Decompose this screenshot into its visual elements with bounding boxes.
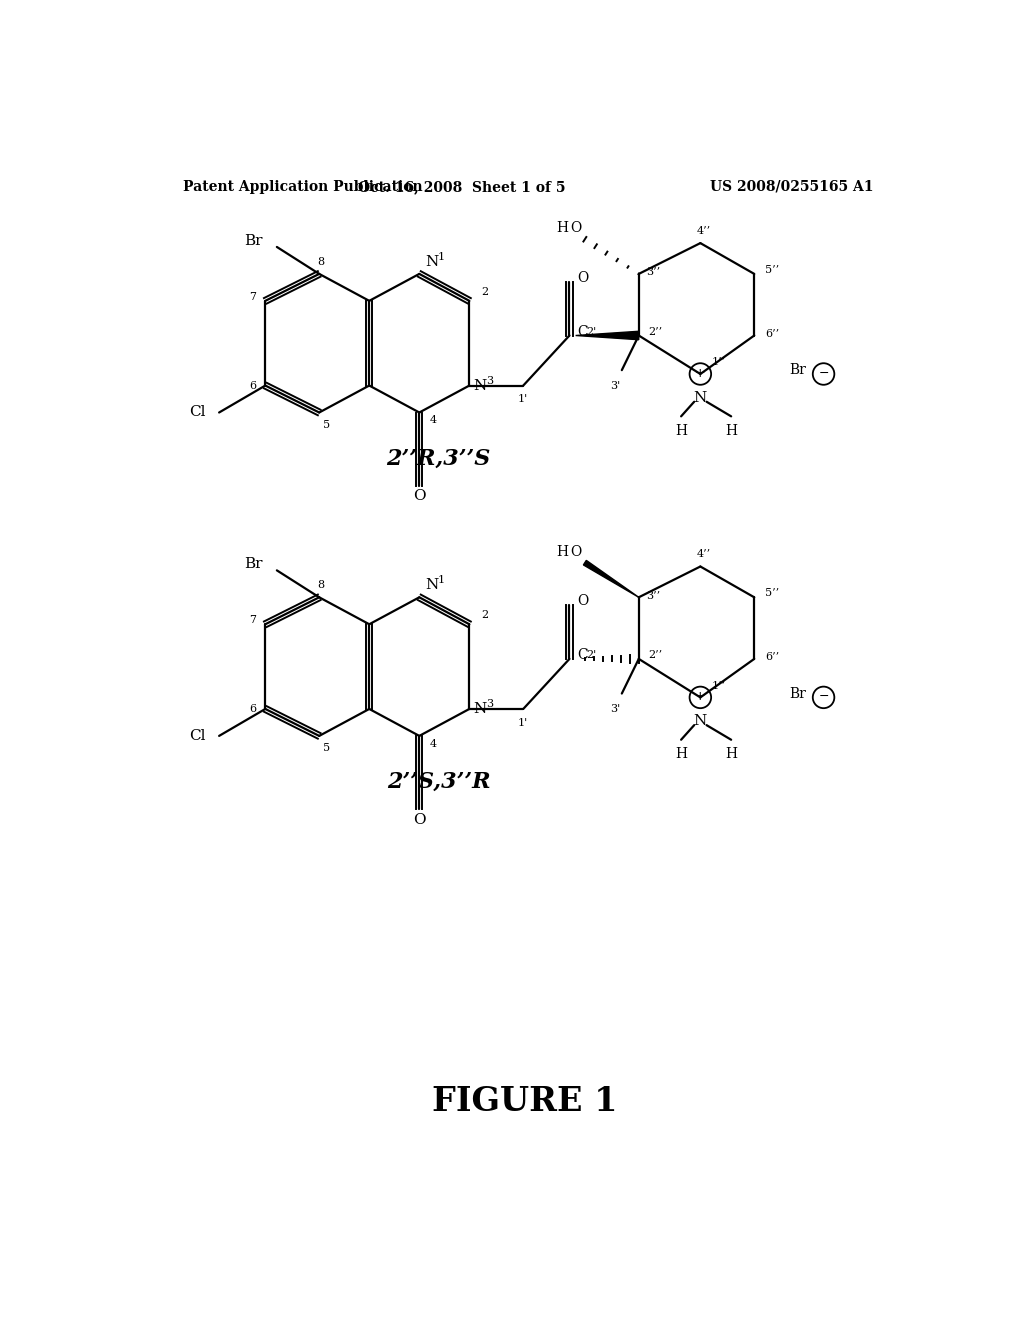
Text: +: + bbox=[695, 690, 706, 704]
Text: 3’’: 3’’ bbox=[646, 591, 660, 601]
Text: 3': 3' bbox=[610, 380, 621, 391]
Text: 6: 6 bbox=[249, 704, 256, 714]
Text: N: N bbox=[693, 391, 707, 405]
Text: N: N bbox=[473, 702, 486, 715]
Text: 1: 1 bbox=[438, 576, 444, 585]
Text: 1’’: 1’’ bbox=[712, 358, 726, 367]
Text: 5’’: 5’’ bbox=[765, 589, 779, 598]
Text: US 2008/0255165 A1: US 2008/0255165 A1 bbox=[710, 180, 873, 194]
Text: H: H bbox=[725, 747, 737, 762]
Text: 5’’: 5’’ bbox=[765, 265, 779, 275]
Text: 6: 6 bbox=[249, 380, 256, 391]
Text: 2’’S,3’’R: 2’’S,3’’R bbox=[387, 771, 490, 793]
Text: Cl: Cl bbox=[188, 729, 205, 743]
Text: O: O bbox=[569, 545, 581, 558]
Polygon shape bbox=[584, 561, 639, 598]
Text: 2': 2' bbox=[587, 649, 597, 660]
Text: H: H bbox=[556, 545, 568, 558]
Text: 4’’: 4’’ bbox=[697, 549, 712, 560]
Text: 1’’: 1’’ bbox=[712, 681, 726, 690]
Text: 8: 8 bbox=[317, 256, 325, 267]
Text: −: − bbox=[818, 367, 828, 380]
Text: 3: 3 bbox=[486, 700, 494, 709]
Text: 8: 8 bbox=[317, 579, 325, 590]
Text: Br: Br bbox=[245, 234, 263, 248]
Text: N: N bbox=[425, 578, 438, 591]
Text: Br: Br bbox=[245, 557, 263, 572]
Text: O: O bbox=[413, 813, 426, 826]
Text: 2’’: 2’’ bbox=[648, 326, 663, 337]
Text: 7: 7 bbox=[249, 615, 256, 626]
Text: 3: 3 bbox=[486, 376, 494, 385]
Text: O: O bbox=[578, 594, 589, 609]
Text: Br: Br bbox=[790, 363, 807, 378]
Text: 7: 7 bbox=[249, 292, 256, 302]
Text: C: C bbox=[578, 648, 588, 663]
Text: 3’’: 3’’ bbox=[646, 268, 660, 277]
Text: 4: 4 bbox=[430, 739, 437, 748]
Text: 6’’: 6’’ bbox=[765, 329, 779, 339]
Text: Cl: Cl bbox=[188, 405, 205, 420]
Text: Br: Br bbox=[790, 686, 807, 701]
Polygon shape bbox=[575, 331, 639, 339]
Text: 4: 4 bbox=[430, 416, 437, 425]
Text: N: N bbox=[693, 714, 707, 729]
Text: 2’’: 2’’ bbox=[648, 649, 663, 660]
Text: 1: 1 bbox=[438, 252, 444, 261]
Text: 3': 3' bbox=[610, 704, 621, 714]
Text: H: H bbox=[675, 747, 687, 762]
Text: 4’’: 4’’ bbox=[697, 226, 712, 236]
Text: N: N bbox=[425, 255, 438, 268]
Text: O: O bbox=[569, 222, 581, 235]
Text: 2': 2' bbox=[587, 326, 597, 337]
Text: 2: 2 bbox=[481, 610, 488, 620]
Text: 5: 5 bbox=[323, 743, 330, 754]
Text: Oct. 16, 2008  Sheet 1 of 5: Oct. 16, 2008 Sheet 1 of 5 bbox=[358, 180, 565, 194]
Text: H: H bbox=[675, 424, 687, 438]
Text: 5: 5 bbox=[323, 420, 330, 430]
Text: +: + bbox=[695, 367, 706, 380]
Text: 1': 1' bbox=[518, 395, 528, 404]
Text: O: O bbox=[578, 271, 589, 285]
Text: N: N bbox=[473, 379, 486, 392]
Text: 6’’: 6’’ bbox=[765, 652, 779, 663]
Text: C: C bbox=[578, 325, 588, 339]
Text: O: O bbox=[413, 490, 426, 503]
Text: H: H bbox=[556, 222, 568, 235]
Text: H: H bbox=[725, 424, 737, 438]
Text: FIGURE 1: FIGURE 1 bbox=[432, 1085, 617, 1118]
Text: −: − bbox=[818, 690, 828, 704]
Text: 2: 2 bbox=[481, 286, 488, 297]
Text: Patent Application Publication: Patent Application Publication bbox=[183, 180, 423, 194]
Text: 1': 1' bbox=[518, 718, 528, 727]
Text: 2’’R,3’’S: 2’’R,3’’S bbox=[386, 447, 490, 470]
